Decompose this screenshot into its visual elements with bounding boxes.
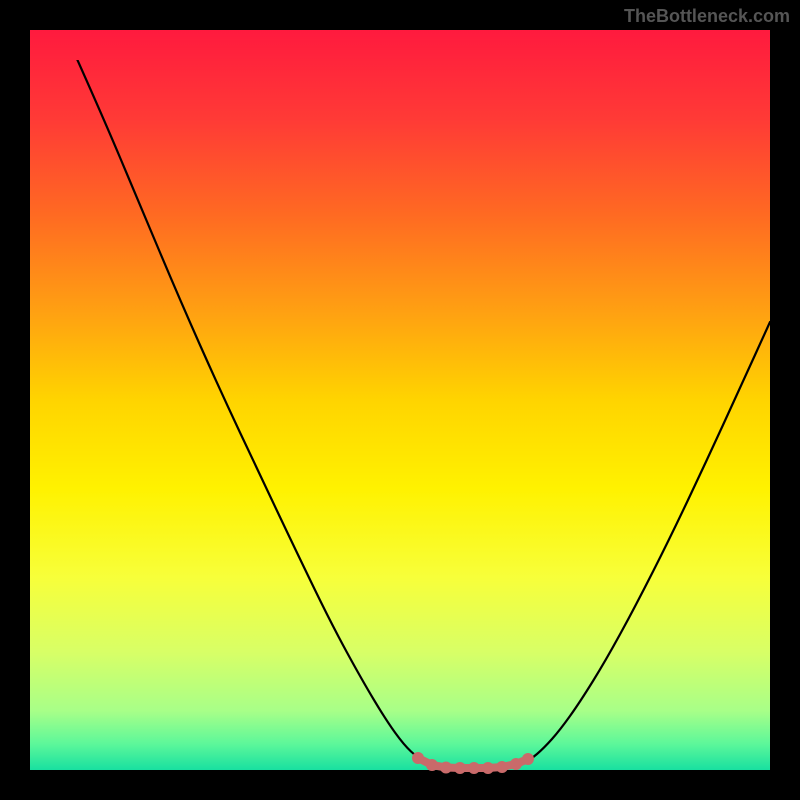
optimal-range-marker (496, 761, 508, 773)
optimal-range-marker (482, 762, 494, 774)
optimal-range-marker (510, 758, 522, 770)
watermark-text: TheBottleneck.com (624, 6, 790, 26)
bottleneck-chart: TheBottleneck.com (0, 0, 800, 800)
optimal-range-marker (412, 752, 424, 764)
optimal-range-marker (426, 759, 438, 771)
plot-background (30, 30, 770, 770)
optimal-range-marker (468, 762, 480, 774)
optimal-range-marker (522, 753, 534, 765)
chart-svg: TheBottleneck.com (0, 0, 800, 800)
optimal-range-marker (440, 762, 452, 774)
optimal-range-marker (454, 762, 466, 774)
